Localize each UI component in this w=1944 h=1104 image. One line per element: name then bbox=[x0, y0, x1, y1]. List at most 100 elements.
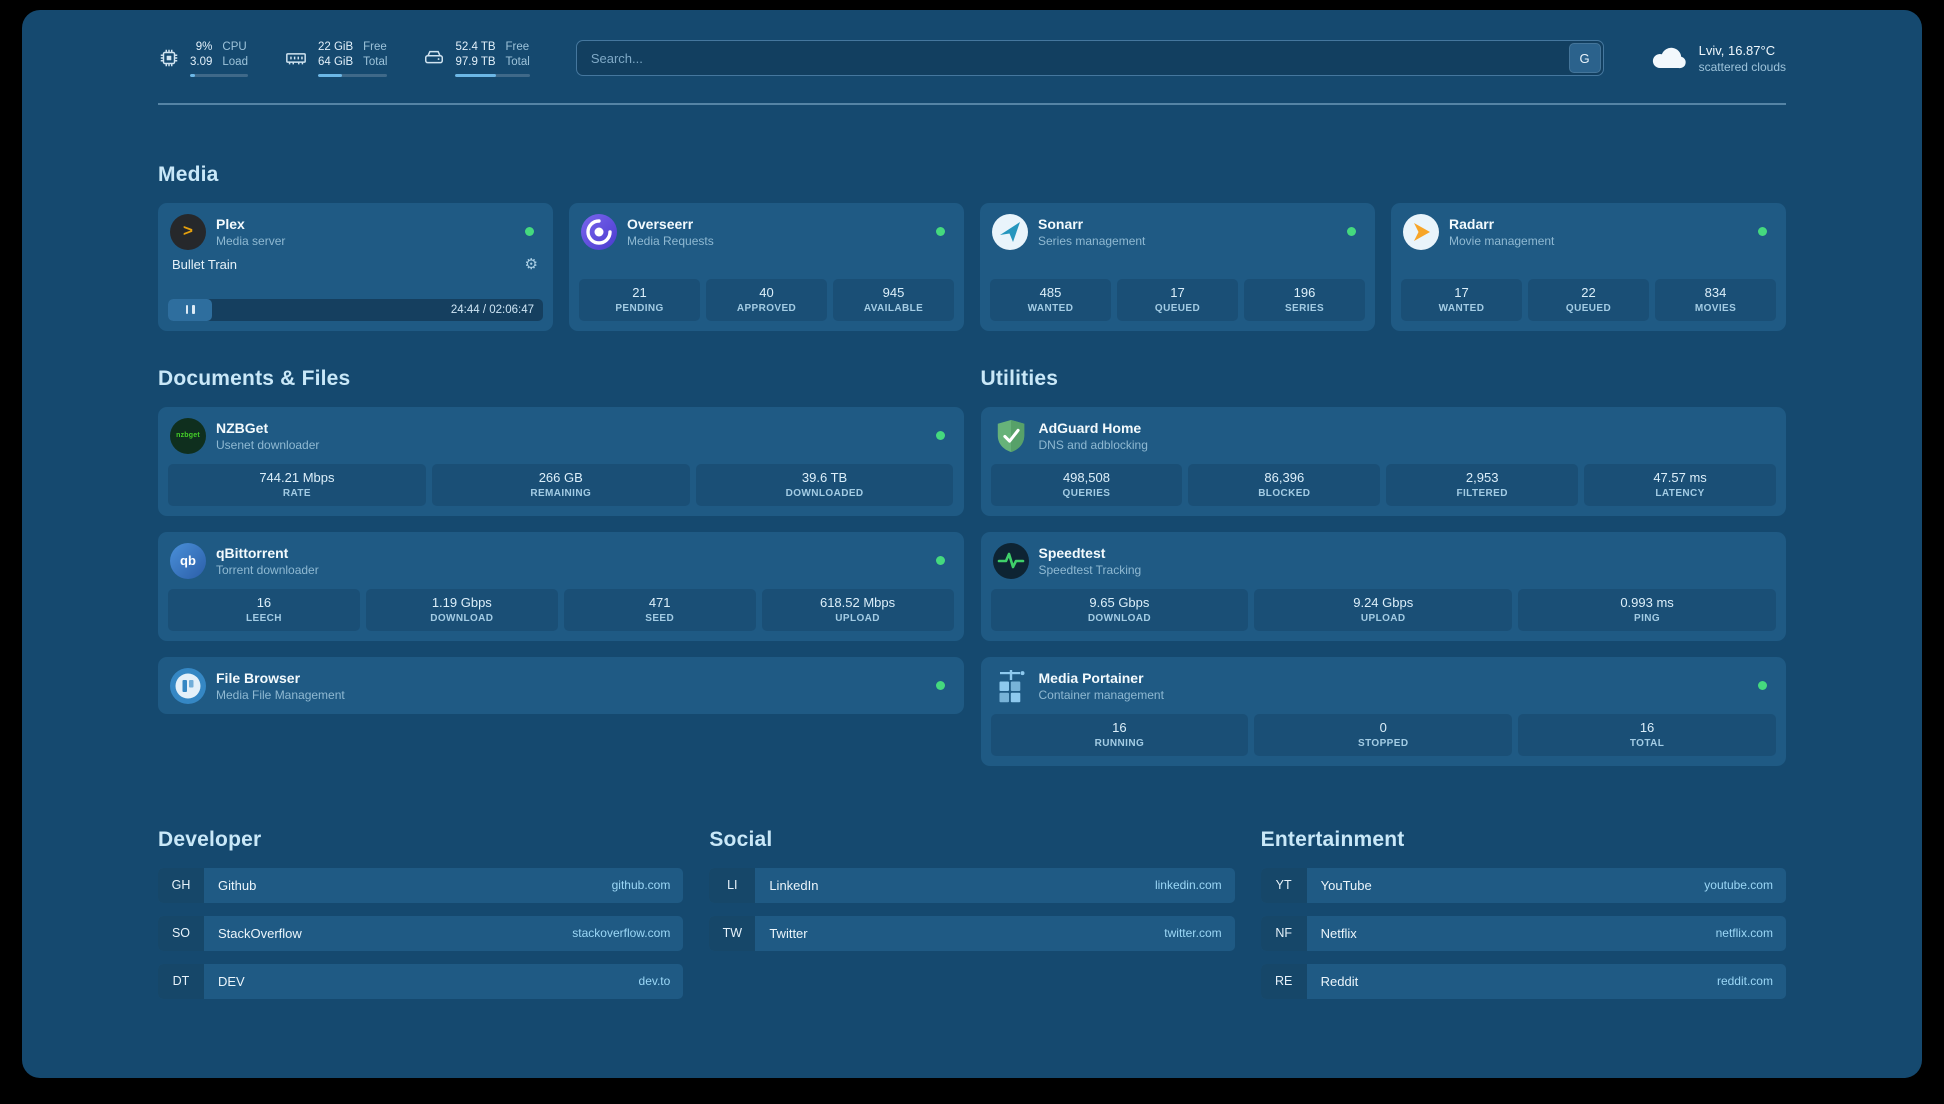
stat-value: 22 bbox=[1581, 284, 1596, 300]
stat-total: 16 TOTAL bbox=[1518, 713, 1776, 756]
service-title: Sonarr bbox=[1038, 215, 1084, 232]
topbar: 9% 3.09 CPU Load bbox=[158, 40, 1786, 77]
bookmark-abbr: TW bbox=[709, 915, 756, 951]
stat-label: DOWNLOAD bbox=[1087, 612, 1152, 624]
stat-stopped: 0 STOPPED bbox=[1254, 713, 1513, 756]
stat-value: 39.6 TB bbox=[801, 469, 848, 485]
bookmark-group-developer: Developer GH Github github.com SO StackO… bbox=[158, 827, 684, 1012]
search-input[interactable] bbox=[575, 40, 1604, 77]
stat-value: 16 bbox=[256, 594, 272, 610]
stat-label: UPLOAD bbox=[1360, 612, 1406, 624]
sonarr-icon bbox=[992, 213, 1028, 250]
stat-queued: 17 QUEUED bbox=[1117, 278, 1238, 321]
cpu-widget: 9% 3.09 CPU Load bbox=[158, 40, 248, 77]
dashboard-content: 9% 3.09 CPU Load bbox=[158, 10, 1786, 1012]
memory-free: 22 GiB bbox=[317, 41, 354, 53]
speedtest-card[interactable]: Speedtest Speedtest Tracking 9.65 Gbps D… bbox=[980, 531, 1786, 641]
section-title-utilities: Utilities bbox=[980, 366, 1059, 390]
stat-seed: 471 SEED bbox=[563, 588, 756, 631]
stat-value: 17 bbox=[1454, 284, 1469, 300]
stat-queued: 22 QUEUED bbox=[1528, 278, 1649, 321]
stat-label: QUERIES bbox=[1062, 487, 1111, 499]
stat-series: 196 SERIES bbox=[1244, 278, 1365, 321]
status-dot bbox=[935, 681, 945, 691]
service-subtitle: Usenet downloader bbox=[216, 437, 320, 452]
stat-label: BLOCKED bbox=[1258, 487, 1311, 499]
memory-icon bbox=[286, 53, 306, 65]
bookmark-netflix[interactable]: NF Netflix netflix.com bbox=[1260, 915, 1786, 951]
service-title: Radarr bbox=[1449, 215, 1495, 232]
disk-widget: 52.4 TB 97.9 TB Free Total bbox=[423, 40, 530, 77]
bookmark-stackoverflow[interactable]: SO StackOverflow stackoverflow.com bbox=[158, 915, 684, 951]
service-subtitle: Media server bbox=[216, 233, 286, 248]
stat-value: 498,508 bbox=[1062, 469, 1110, 485]
stat-value: 1.19 Gbps bbox=[431, 594, 492, 610]
stat-value: 47.57 ms bbox=[1653, 469, 1707, 485]
plex-card[interactable]: > Plex Media server Bullet Train ⚙ 24:44… bbox=[158, 202, 553, 331]
search-provider-button[interactable]: G bbox=[1568, 43, 1601, 74]
bookmark-name: YouTube bbox=[1320, 877, 1372, 893]
disk-label-bottom: Total bbox=[505, 55, 530, 68]
stat-label: LATENCY bbox=[1655, 487, 1705, 499]
service-title: AdGuard Home bbox=[1038, 419, 1142, 436]
stat-label: PING bbox=[1634, 612, 1661, 624]
service-subtitle: Speedtest Tracking bbox=[1038, 562, 1142, 577]
stat-wanted: 485 WANTED bbox=[990, 278, 1111, 321]
bookmark-name: Github bbox=[218, 877, 257, 893]
bookmark-youtube[interactable]: YT YouTube youtube.com bbox=[1260, 867, 1786, 903]
speedtest-icon bbox=[992, 542, 1029, 579]
pause-button[interactable] bbox=[168, 298, 212, 321]
qbittorrent-card[interactable]: qb qBittorrent Torrent downloader 16 LEE… bbox=[158, 531, 964, 641]
bookmark-name: LinkedIn bbox=[769, 877, 819, 893]
stat-value: 744.21 Mbps bbox=[259, 469, 335, 485]
bookmark-github[interactable]: GH Github github.com bbox=[158, 867, 684, 903]
service-subtitle: Movie management bbox=[1449, 233, 1555, 248]
stat-approved: 40 APPROVED bbox=[706, 278, 827, 321]
disk-total: 97.9 TB bbox=[455, 55, 496, 68]
service-subtitle: DNS and adblocking bbox=[1038, 437, 1148, 452]
service-subtitle: Media Requests bbox=[627, 233, 714, 248]
stat-leech: 16 LEECH bbox=[168, 588, 360, 631]
stat-value: 834 bbox=[1704, 284, 1727, 300]
settings-icon[interactable]: ⚙ bbox=[524, 255, 538, 273]
system-resources: 9% 3.09 CPU Load bbox=[158, 40, 530, 77]
bookmark-reddit[interactable]: RE Reddit reddit.com bbox=[1260, 963, 1786, 999]
stat-movies: 834 MOVIES bbox=[1655, 278, 1776, 321]
portainer-card[interactable]: Media Portainer Container management 16 … bbox=[980, 656, 1786, 766]
stat-label: SERIES bbox=[1284, 302, 1325, 314]
service-subtitle: Torrent downloader bbox=[216, 562, 319, 577]
adguard-card[interactable]: AdGuard Home DNS and adblocking 498,508 … bbox=[980, 406, 1786, 516]
stat-value: 86,396 bbox=[1264, 469, 1305, 485]
stat-filtered: 2,953 FILTERED bbox=[1386, 463, 1579, 506]
bookmark-domain: linkedin.com bbox=[1154, 878, 1222, 893]
service-title: Speedtest bbox=[1038, 544, 1106, 561]
bookmark-abbr: DT bbox=[158, 963, 204, 999]
stat-value: 0 bbox=[1379, 719, 1387, 735]
stat-value: 945 bbox=[882, 284, 905, 300]
filebrowser-card[interactable]: File Browser Media File Management bbox=[158, 656, 964, 714]
status-dot bbox=[525, 227, 534, 237]
bookmark-domain: stackoverflow.com bbox=[572, 926, 671, 941]
bookmark-twitter[interactable]: TW Twitter twitter.com bbox=[709, 915, 1235, 951]
status-dot bbox=[1758, 681, 1767, 691]
adguard-icon bbox=[993, 418, 1029, 454]
sonarr-card[interactable]: Sonarr Series management 485 WANTED 17 Q… bbox=[980, 202, 1375, 331]
playback-progress-bar: 24:44 / 02:06:47 bbox=[168, 298, 543, 321]
bookmark-group-title: Developer bbox=[158, 827, 262, 851]
stat-value: 17 bbox=[1170, 284, 1185, 300]
stat-value: 16 bbox=[1112, 719, 1127, 735]
radarr-card[interactable]: Radarr Movie management 17 WANTED 22 QUE… bbox=[1391, 202, 1786, 331]
overseerr-card[interactable]: Overseerr Media Requests 21 PENDING 40 A… bbox=[569, 202, 964, 331]
service-title: Plex bbox=[216, 215, 245, 232]
bookmark-group-entertainment: Entertainment YT YouTube youtube.com NF … bbox=[1260, 828, 1786, 1012]
stat-label: FILTERED bbox=[1456, 487, 1508, 499]
bookmark-dev[interactable]: DT DEV dev.to bbox=[158, 963, 684, 999]
service-subtitle: Media File Management bbox=[216, 687, 345, 702]
bookmark-group-title: Social bbox=[709, 827, 773, 851]
bookmark-domain: twitter.com bbox=[1164, 926, 1222, 941]
stat-latency: 47.57 ms LATENCY bbox=[1584, 463, 1776, 506]
bookmark-abbr: NF bbox=[1260, 915, 1307, 951]
bookmark-linkedin[interactable]: LI LinkedIn linkedin.com bbox=[709, 867, 1235, 903]
nzbget-card[interactable]: nzbget NZBGet Usenet downloader 744.21 M… bbox=[158, 406, 964, 516]
bookmark-domain: youtube.com bbox=[1704, 878, 1773, 893]
